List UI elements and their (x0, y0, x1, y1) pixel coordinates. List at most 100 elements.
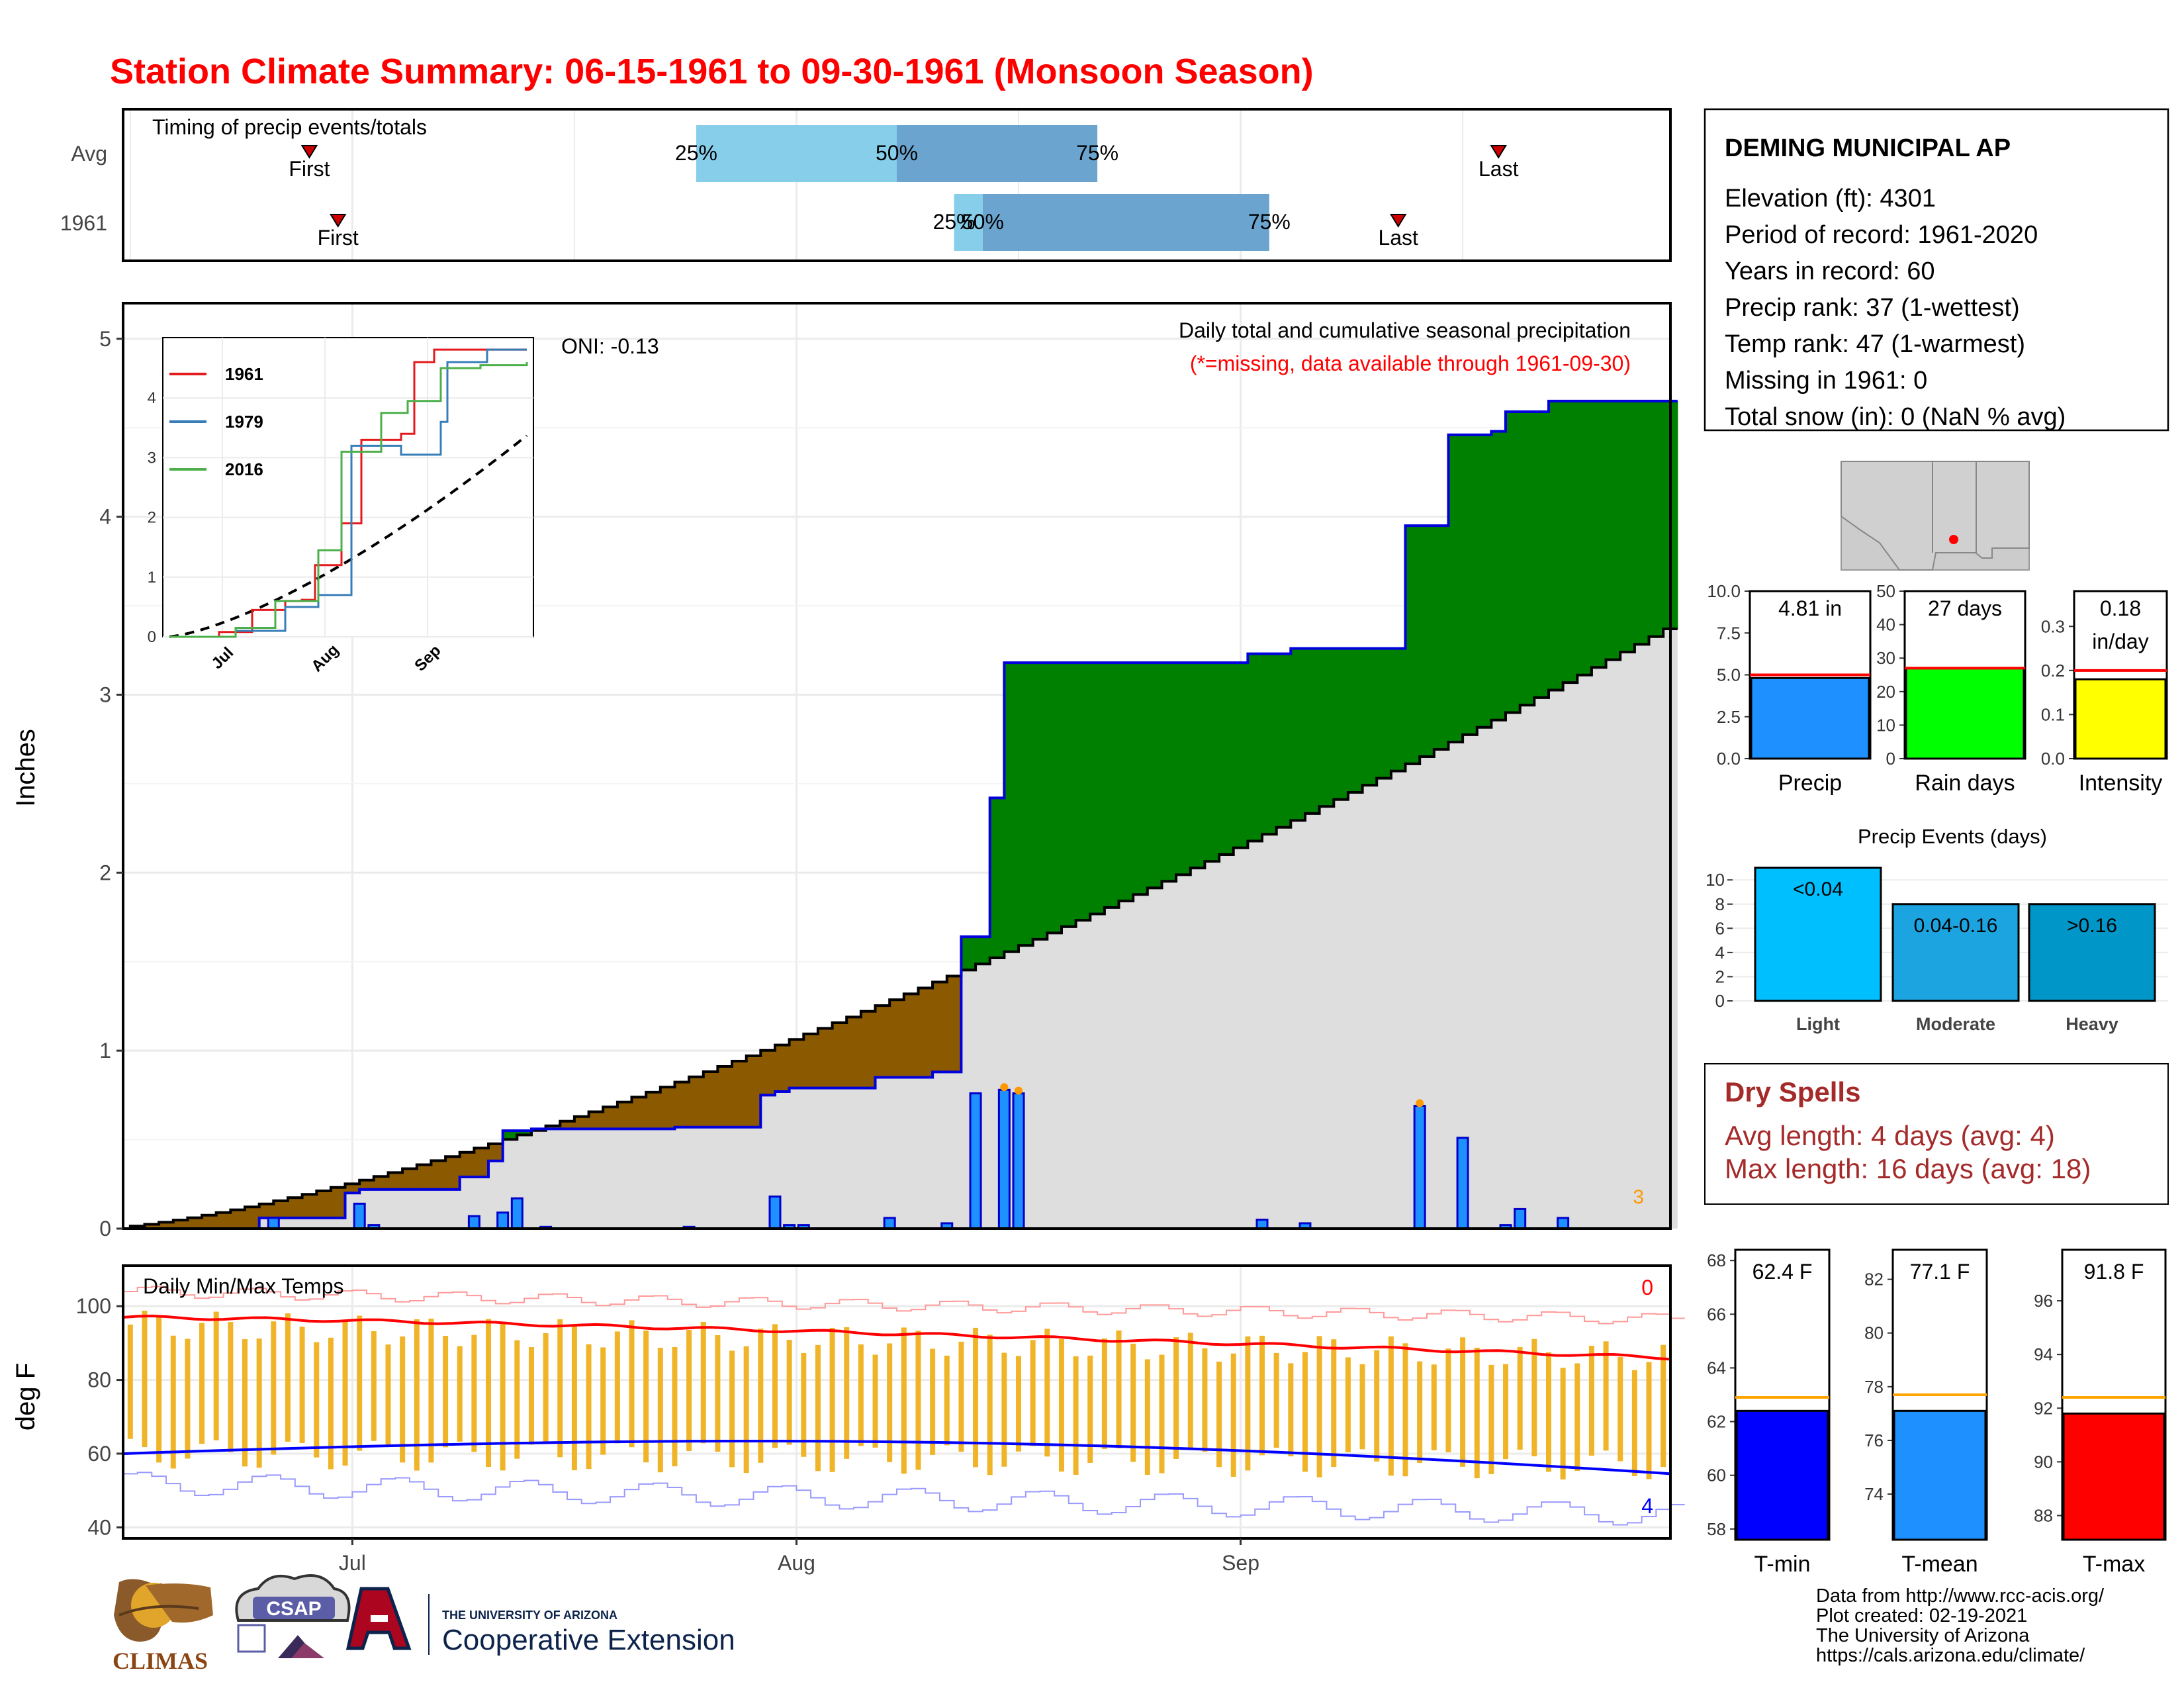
deficit-area-step (316, 1191, 332, 1218)
daily-temp-range-bar (1503, 1364, 1509, 1460)
heavy-precip-marker (1015, 1086, 1023, 1095)
daily-temp-range-bar (428, 1319, 434, 1463)
daily-precip-bar (267, 1217, 280, 1230)
precip-y-tick-label: 1 (99, 1039, 111, 1062)
mini-value-label: 4.81 in (1778, 596, 1842, 620)
temp-mini-tick-label: 82 (1864, 1270, 1884, 1289)
mini-category-label: Intensity (2079, 771, 2163, 796)
deficit-area-step (774, 1045, 790, 1092)
daily-temp-range-bar (1388, 1336, 1394, 1476)
daily-temp-range-bar (1087, 1355, 1093, 1463)
daily-temp-range-bar (1288, 1363, 1294, 1457)
daily-temp-range-bar (342, 1320, 348, 1466)
daily-temp-range-bar (1230, 1353, 1236, 1477)
daily-temp-range-bar (657, 1348, 663, 1473)
precip-y-tick-label: 5 (99, 327, 111, 351)
dry-spells-max: Max length: 16 days (avg: 18) (1725, 1153, 2091, 1184)
daily-temp-range-bar (700, 1321, 706, 1444)
daily-temp-range-bar (672, 1346, 678, 1467)
daily-temp-range-bar (844, 1327, 850, 1459)
footer-line-3: The University of Arizona (1816, 1625, 2030, 1646)
timing-last-marker (1490, 145, 1508, 159)
daily-temp-range-bar (1545, 1352, 1551, 1472)
mini-category-label: Rain days (1915, 771, 2015, 796)
mini-tick-label: 20 (1876, 682, 1895, 702)
mini-tick-label: 5.0 (1717, 665, 1741, 685)
surplus-area-step (1304, 648, 1320, 814)
daily-temp-range-bar (571, 1326, 577, 1471)
daily-temp-range-bar (185, 1338, 191, 1459)
events-tick-label: 10 (1706, 870, 1725, 890)
deficit-area-step (860, 1011, 876, 1088)
timing-quantile-label: 75% (1248, 210, 1291, 234)
daily-temp-range-bar (156, 1317, 162, 1463)
events-bar-Heavy (2028, 903, 2156, 1002)
station-info-line: Missing in 1961: 0 (1725, 367, 1927, 395)
daily-temp-range-bar (314, 1342, 320, 1458)
daily-precip-bar (1255, 1219, 1269, 1230)
daily-temp-range-bar (557, 1319, 563, 1458)
temp-mini-tick-label: 96 (2034, 1291, 2053, 1311)
deficit-area-step (875, 1006, 890, 1078)
daily-temp-range-bar (1631, 1370, 1637, 1476)
mini-bar-Intensity (2074, 678, 2167, 760)
temp-y-tick-label: 100 (76, 1294, 111, 1318)
deficit-area-step (574, 1116, 590, 1129)
surplus-area-step (1620, 400, 1635, 653)
surplus-area-step (1133, 663, 1148, 895)
daily-temp-range-bar (400, 1336, 406, 1463)
timing-first-marker-label: First (289, 157, 330, 181)
surplus-area-step (1233, 663, 1248, 848)
surplus-area-step (1205, 663, 1220, 862)
daily-temp-range-bar (600, 1347, 606, 1455)
surplus-area-step (1577, 400, 1592, 675)
daily-temp-range-bar (743, 1346, 749, 1474)
station-info-line: Precip rank: 37 (1-wettest) (1725, 294, 2020, 322)
daily-temp-range-bar (629, 1320, 635, 1448)
footer-line-2: Plot created: 02-19-2021 (1816, 1605, 2027, 1626)
surplus-area-step (1649, 400, 1664, 637)
daily-precip-bar (883, 1217, 896, 1230)
surplus-area-step (1118, 663, 1134, 902)
daily-temp-range-bar (514, 1340, 520, 1459)
surplus-area-step (1047, 663, 1062, 933)
daily-temp-range-bar (1001, 1352, 1007, 1467)
deficit-area-step (946, 976, 962, 1072)
csap-text: CSAP (266, 1598, 321, 1620)
events-tick-label: 4 (1715, 943, 1725, 962)
temp-bar-T-min (1735, 1409, 1829, 1541)
surplus-area-step (961, 937, 976, 970)
temp-mini-tick-label: 78 (1864, 1377, 1884, 1397)
daily-temp-range-bar (901, 1327, 907, 1474)
daily-temp-range-bar (829, 1327, 835, 1472)
daily-temp-range-bar (414, 1319, 420, 1471)
events-category-label: Heavy (2066, 1014, 2118, 1034)
timing-q25-q50-bar (696, 125, 897, 182)
dry-spells-avg: Avg length: 4 days (avg: 4) (1725, 1120, 2055, 1151)
precip-y-tick-label: 3 (99, 682, 111, 706)
temp-category-label: T-min (1754, 1552, 1811, 1577)
main-chart-subtitle: (*=missing, data available through 1961-… (1190, 352, 1631, 375)
daily-precip-bar (1557, 1217, 1570, 1230)
daily-temp-range-bar (1417, 1361, 1423, 1464)
mini-tick-label: 10 (1876, 715, 1895, 735)
deficit-area-step (488, 1143, 504, 1161)
daily-temp-range-bar (887, 1343, 893, 1462)
deficit-area-step (846, 1017, 862, 1088)
daily-temp-range-bar (328, 1337, 334, 1470)
mini-value-label: 27 days (1928, 596, 2002, 620)
deficit-area-step (273, 1201, 289, 1218)
daily-temp-range-bar (1044, 1329, 1050, 1457)
daily-temp-range-bar (1588, 1345, 1594, 1456)
daily-temp-range-bar (758, 1329, 764, 1463)
deficit-area-step (789, 1039, 804, 1088)
daily-temp-range-bar (858, 1344, 864, 1446)
deficit-area-step (703, 1071, 718, 1127)
deficit-area-step (603, 1107, 618, 1129)
deficit-area-step (918, 988, 933, 1078)
surplus-area-step (1390, 648, 1406, 771)
daily-temp-range-bar (1130, 1343, 1136, 1462)
daily-precip-bar (353, 1202, 366, 1230)
daily-temp-range-bar (1646, 1362, 1652, 1479)
station-info-line: Temp rank: 47 (1-warmest) (1725, 330, 2025, 358)
